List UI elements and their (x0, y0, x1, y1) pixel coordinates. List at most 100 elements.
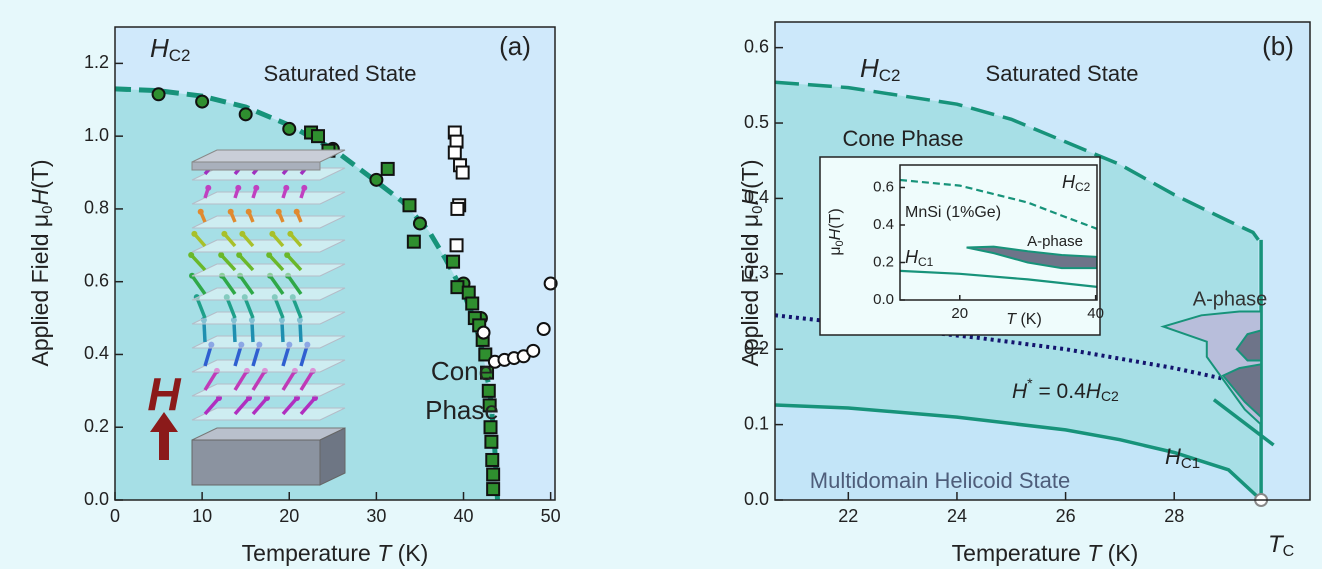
x-tick-label: 20 (951, 305, 968, 322)
marker (151, 87, 166, 102)
spin (273, 296, 285, 319)
spin (243, 296, 255, 319)
spin-head (284, 251, 291, 258)
marker (526, 343, 541, 358)
annotations: (a) HC2 Saturated State Cone Phase H App… (27, 31, 1294, 566)
spin (195, 296, 207, 319)
var: H (905, 247, 919, 267)
base-side (319, 427, 346, 486)
x-tick-label: 0 (110, 506, 120, 526)
y-tick-label: 0.2 (84, 416, 109, 436)
marker (450, 201, 465, 216)
spin (299, 369, 315, 391)
marker (238, 107, 253, 122)
spin-head (304, 341, 311, 348)
hc2-label: HC2 (150, 33, 191, 66)
line (900, 178, 1097, 230)
line (1212, 398, 1275, 447)
spin-head (271, 294, 278, 301)
y-tick-label: 0.8 (84, 198, 109, 218)
a-phase-label: A-phase (1027, 233, 1083, 250)
y-tick-label: 0.2 (873, 253, 894, 270)
marker (476, 325, 491, 340)
spin-head (269, 230, 276, 237)
spin (281, 396, 299, 416)
text: Applied Field μ (737, 214, 763, 367)
base-front (191, 439, 321, 486)
hstar-label: H* = 0.4HC2 (1012, 375, 1119, 404)
spin (267, 253, 285, 272)
unit: (K) (391, 540, 428, 566)
x-tick-label: 26 (1056, 506, 1076, 526)
hc1-label: HC1 (1165, 444, 1200, 472)
var: T (1087, 540, 1103, 566)
marker (536, 321, 551, 336)
y-tick-label: 1.0 (84, 125, 109, 145)
y-axis-label: μ0H(T) (827, 208, 846, 255)
unit: (K) (1101, 540, 1138, 566)
y-tick-label: 0.1 (744, 413, 769, 433)
line (775, 403, 1263, 500)
plane (191, 287, 346, 301)
x-tick-label: 10 (192, 506, 212, 526)
axes-frame (899, 164, 1098, 301)
marker (412, 216, 427, 231)
plane (191, 311, 346, 325)
base-top (191, 427, 346, 441)
var: T (377, 540, 393, 566)
y-tick-label: 0.6 (873, 178, 894, 195)
eq: = 0.4 (1033, 380, 1086, 403)
spin (233, 396, 251, 416)
x-tick-label: 22 (838, 506, 858, 526)
spin (251, 369, 267, 391)
spin-head (230, 317, 237, 324)
region-fill (775, 405, 1262, 500)
spin-head (245, 208, 252, 215)
hc2-label: HC2 (1062, 172, 1091, 194)
x-tick-label: 50 (541, 506, 561, 526)
spin (190, 274, 207, 296)
marker (486, 482, 501, 497)
spin-head (301, 184, 308, 191)
spin-head (223, 294, 230, 301)
sub: 0 (39, 206, 56, 214)
spin (233, 369, 249, 391)
phase-region (1160, 310, 1263, 427)
spin (281, 369, 297, 391)
spin-head (256, 341, 263, 348)
y-axis-label: Applied Field μ0H(T) (737, 160, 766, 367)
sub: C (1283, 543, 1295, 560)
saturated-label: Saturated State (986, 61, 1139, 86)
saturated-label: Saturated State (264, 61, 417, 86)
marker (380, 161, 395, 176)
x-axis-label: Temperature T (K) (952, 540, 1139, 566)
phase-region (966, 245, 1097, 270)
spin-illustration (150, 149, 346, 486)
x-tick-label: 28 (1164, 506, 1184, 526)
y-tick-label: 0.0 (84, 489, 109, 509)
cone-label: Cone (431, 356, 493, 386)
phase-region (1221, 363, 1263, 420)
spin-head (275, 208, 282, 215)
spin-head (221, 230, 228, 237)
spin (285, 253, 303, 272)
a-phase-label: A-phase (1193, 288, 1268, 310)
tc-label: TC (1268, 531, 1294, 560)
text: Temperature (242, 540, 378, 566)
x-tick-label: 20 (279, 506, 299, 526)
var: H (27, 189, 53, 206)
var: H (860, 53, 879, 83)
y-tick-label: 0.4 (744, 187, 769, 207)
cone-label: Phase (425, 395, 499, 425)
spin-head (241, 294, 248, 301)
plane (191, 263, 346, 277)
marker (450, 280, 465, 295)
sub: C1 (918, 255, 934, 269)
var: H (827, 228, 844, 240)
spin-head (188, 251, 195, 258)
spin (237, 253, 255, 272)
var: H (1165, 444, 1181, 469)
spin-head (248, 317, 255, 324)
marker (282, 121, 297, 136)
